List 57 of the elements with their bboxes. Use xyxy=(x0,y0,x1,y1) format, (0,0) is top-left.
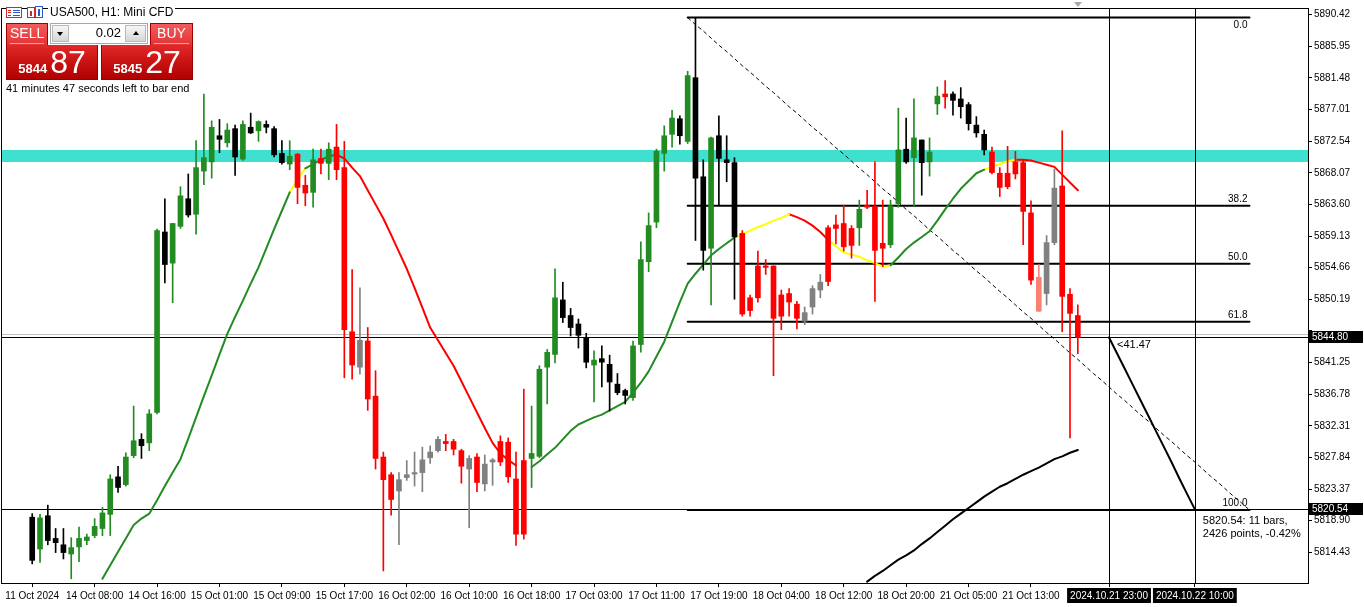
annotation: 41 minutes 47 seconds left to bar end xyxy=(6,82,190,94)
buy-price-box: 5845 27 xyxy=(101,45,193,80)
sell-button: SELL xyxy=(6,23,48,45)
x-tick-label: 15 Oct 09:00 xyxy=(253,589,311,601)
y-tick-label: 5863.60 xyxy=(1314,198,1351,210)
x-tick-label: 16 Oct 18:00 xyxy=(502,589,561,601)
y-tick-label: 5885.95 xyxy=(1314,39,1351,51)
x-tick-label: 18 Oct 20:00 xyxy=(877,589,936,601)
annotation: 27 xyxy=(145,44,181,80)
buy-button: BUY xyxy=(150,23,193,45)
x-tick-label: 17 Oct 19:00 xyxy=(690,589,748,601)
y-tick-label: 5823.37 xyxy=(1314,482,1351,494)
annotation: 0.02 xyxy=(94,25,121,40)
x-tick-label: 11 Oct 2024 xyxy=(5,589,60,601)
y-tick-label: 5877.01 xyxy=(1314,103,1351,115)
x-tick-label: 16 Oct 02:00 xyxy=(378,589,436,601)
ref-line-label: 5820.54 xyxy=(1312,503,1349,515)
y-tick-label: 5832.31 xyxy=(1314,419,1351,431)
x-tick-label: 17 Oct 03:00 xyxy=(565,589,624,601)
series-label: 61.8 xyxy=(1228,308,1248,320)
x-tick-label: 2024.10.21 23:00 xyxy=(1070,589,1149,601)
annotation: <41.47 xyxy=(1117,337,1151,350)
y-tick-label: 5818.90 xyxy=(1314,514,1351,526)
annotation: 5845 xyxy=(113,61,143,76)
y-tick-label: 5850.19 xyxy=(1314,293,1351,305)
annotation: 5820.54: 11 bars, 2426 points, -0.42% xyxy=(1202,513,1301,539)
x-tick-label: 17 Oct 11:00 xyxy=(628,589,686,601)
series-label: 38.2 xyxy=(1228,192,1248,204)
lot-field: 0.02 xyxy=(50,23,148,44)
x-tick-label: 21 Oct 05:00 xyxy=(939,589,998,601)
annotation: 87 xyxy=(50,44,86,80)
series-label: 0.0 xyxy=(1233,19,1248,31)
x-tick-label: 18 Oct 12:00 xyxy=(815,589,873,601)
y-tick-label: 5881.48 xyxy=(1314,71,1351,83)
y-tick-label: 5859.13 xyxy=(1314,229,1351,241)
ref-line-label: 5844.80 xyxy=(1312,331,1349,343)
x-tick-label: 21 Oct 13:00 xyxy=(1002,589,1061,601)
x-tick-label: 15 Oct 01:00 xyxy=(190,589,249,601)
x-tick-label: 15 Oct 17:00 xyxy=(315,589,374,601)
x-tick-label: 14 Oct 08:00 xyxy=(66,589,124,601)
y-tick-label: 5854.66 xyxy=(1314,261,1351,273)
y-tick-label: 5872.54 xyxy=(1314,134,1351,146)
annotation: 5844 xyxy=(18,61,48,76)
y-tick-label: 5814.43 xyxy=(1314,546,1351,558)
y-tick-label: 5868.07 xyxy=(1314,166,1351,178)
y-tick-label: 5836.78 xyxy=(1314,387,1351,399)
x-tick-label: 18 Oct 04:00 xyxy=(752,589,811,601)
y-tick-label: 5827.84 xyxy=(1314,451,1351,463)
x-tick-label: 14 Oct 16:00 xyxy=(128,589,187,601)
series-label: 100.0 xyxy=(1222,496,1248,508)
series-label: 50.0 xyxy=(1228,250,1248,262)
y-tick-label: 5890.42 xyxy=(1314,8,1351,20)
chart-title: USA500, H1: Mini CFD xyxy=(48,5,176,19)
x-tick-label: 2024.10.22 10:00 xyxy=(1155,589,1235,601)
sell-price-box: 5844 87 xyxy=(6,45,98,80)
x-tick-label: 16 Oct 10:00 xyxy=(440,589,499,601)
y-tick-label: 5841.25 xyxy=(1314,356,1351,368)
